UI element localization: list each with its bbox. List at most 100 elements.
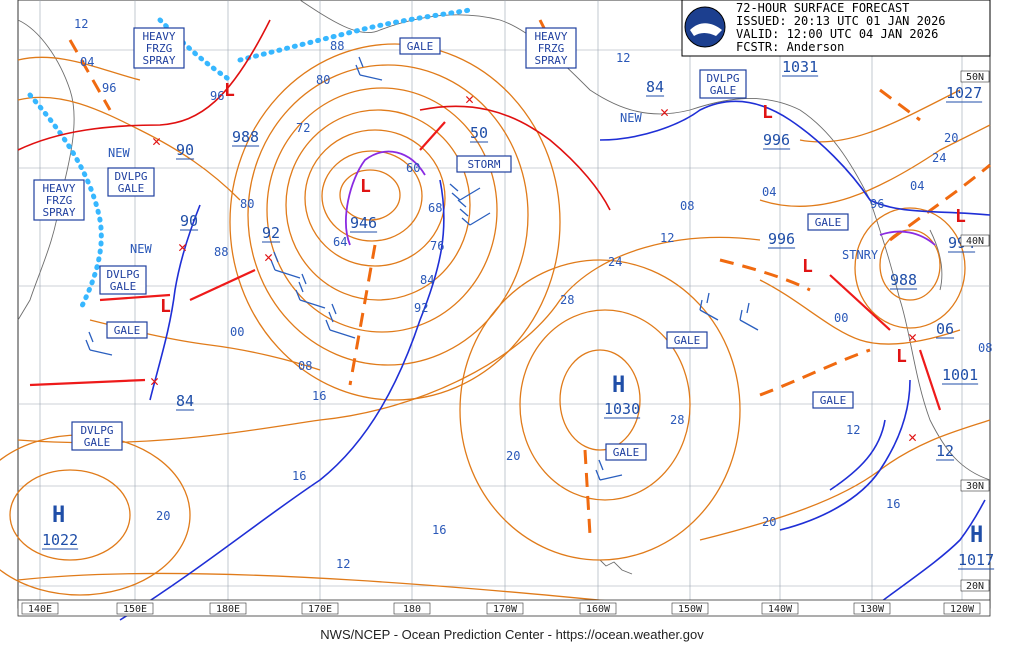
new-label: NEW <box>108 146 130 160</box>
svg-text:✕: ✕ <box>908 328 917 346</box>
isobar-label: 12 <box>336 557 350 571</box>
svg-text:SPRAY: SPRAY <box>42 206 75 219</box>
isobar-label: 64 <box>333 235 347 249</box>
header-forecaster: FCSTR: Anderson <box>736 40 844 54</box>
isobar-label: 20 <box>762 515 776 529</box>
wind-barbs <box>85 56 759 481</box>
latitude-label: 30N <box>966 481 984 492</box>
isobar-label: 96 <box>870 197 884 211</box>
longitude-label: 170W <box>493 604 518 615</box>
ice-edge <box>27 7 473 313</box>
svg-text:SPRAY: SPRAY <box>142 54 175 67</box>
pressure-value: 50 <box>470 124 488 142</box>
header-issued: ISSUED: 20:13 UTC 01 JAN 2026 <box>736 14 946 28</box>
svg-text:✕: ✕ <box>150 372 159 390</box>
isobar-label: 24 <box>608 255 622 269</box>
isobar-labels: 12 04 96 88 80 72 64 60 68 76 84 92 00 08 16 24 20 28 12 04… <box>74 17 992 617</box>
isobar-label: 92 <box>414 301 428 315</box>
longitude-label: 180 <box>403 604 421 615</box>
svg-text:GALE: GALE <box>710 84 737 97</box>
svg-text:L: L <box>224 80 235 101</box>
svg-text:L: L <box>762 102 773 123</box>
isobar-label: 16 <box>312 389 326 403</box>
svg-text:FRZG: FRZG <box>146 42 173 55</box>
isobar-label: 24 <box>932 151 946 165</box>
isobar-label: 80 <box>316 73 330 87</box>
latitude-label: 20N <box>966 581 984 592</box>
svg-text:HEAVY: HEAVY <box>534 30 567 43</box>
isobar-label: 96 <box>102 81 116 95</box>
storm-warning: STORM <box>456 155 512 173</box>
latitude-label: 40N <box>966 236 984 247</box>
pressure-value: 946 <box>350 214 377 232</box>
isobar-label: 72 <box>296 121 310 135</box>
svg-text:GALE: GALE <box>84 436 111 449</box>
longitude-label: 140E <box>28 604 52 615</box>
isobar-label: 84 <box>420 273 434 287</box>
svg-text:✕: ✕ <box>178 238 187 256</box>
svg-text:GALE: GALE <box>110 280 137 293</box>
high-pressure-centers: H H H <box>52 373 983 548</box>
svg-text:✕: ✕ <box>465 90 474 108</box>
pressure-value: 90 <box>176 141 194 159</box>
gale-warning: GALE <box>807 213 849 231</box>
svg-text:L: L <box>360 176 371 197</box>
isobar-label: 96 <box>210 89 224 103</box>
isobar-label: 16 <box>292 469 306 483</box>
longitude-label: 180E <box>216 604 240 615</box>
svg-text:GALE: GALE <box>613 446 640 459</box>
svg-text:FRZG: FRZG <box>46 194 73 207</box>
svg-text:GALE: GALE <box>118 182 145 195</box>
isobar-label: 16 <box>432 523 446 537</box>
longitude-label: 120W <box>950 604 975 615</box>
svg-text:L: L <box>896 346 907 367</box>
low-center-markers: ✕ ✕ ✕ ✕ ✕ ✕ ✕ ✕ L L L L L L L <box>150 80 966 446</box>
troughs <box>68 19 991 536</box>
footer-credit: NWS/NCEP - Ocean Prediction Center - htt… <box>320 627 704 642</box>
svg-text:DVLPG: DVLPG <box>106 268 139 281</box>
isobar-label: 68 <box>428 201 442 215</box>
pressure-value: 1027 <box>946 84 982 102</box>
longitude-label: 150W <box>678 604 703 615</box>
longitude-label: 170E <box>308 604 332 615</box>
annotations: NEW NEW NEW STNRY <box>108 111 879 262</box>
pressure-value: 12 <box>936 442 954 460</box>
isobar-label: 04 <box>762 185 776 199</box>
svg-text:L: L <box>955 206 966 227</box>
stnry-label: STNRY <box>842 248 879 262</box>
gale-warning: GALE <box>399 37 441 55</box>
svg-text:HEAVY: HEAVY <box>42 182 75 195</box>
pressure-value: 90 <box>180 212 198 230</box>
svg-text:DVLPG: DVLPG <box>80 424 113 437</box>
svg-text:L: L <box>802 256 813 277</box>
isobar-label: 08 <box>680 199 694 213</box>
svg-text:GALE: GALE <box>820 394 847 407</box>
new-label: NEW <box>620 111 642 125</box>
lat-lon-grid <box>18 0 990 608</box>
svg-text:FRZG: FRZG <box>538 42 565 55</box>
isobar-label: 12 <box>660 231 674 245</box>
gale-warning: GALE <box>605 443 647 461</box>
svg-text:DVLPG: DVLPG <box>114 170 147 183</box>
longitude-label: 130W <box>860 604 885 615</box>
isobar-label: 00 <box>834 311 848 325</box>
svg-text:STORM: STORM <box>467 158 500 171</box>
isobar-label: 08 <box>978 341 992 355</box>
isobar-label: 28 <box>670 413 684 427</box>
svg-text:✕: ✕ <box>660 103 669 121</box>
pressure-value: 1001 <box>942 366 978 384</box>
isobar-label: 20 <box>944 131 958 145</box>
isobar-label: 12 <box>846 423 860 437</box>
pressure-value: 06 <box>936 320 954 338</box>
svg-text:SPRAY: SPRAY <box>534 54 567 67</box>
warning-boxes: HEAVYFRZGSPRAYHEAVYFRZGSPRAYHEAVYFRZGSPR… <box>33 27 854 461</box>
fronts <box>17 19 991 621</box>
svg-text:✕: ✕ <box>264 248 273 266</box>
pressure-value: 1031 <box>782 58 818 76</box>
isobar-label: 60 <box>406 161 420 175</box>
